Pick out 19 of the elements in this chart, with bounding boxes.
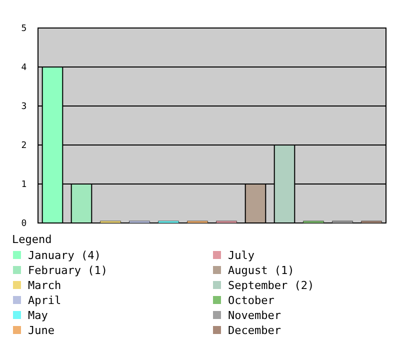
y-tick-label: 5 [21, 24, 27, 34]
y-tick-label: 2 [21, 141, 27, 152]
legend-label: December [228, 324, 282, 337]
legend-label: May [28, 309, 48, 322]
legend-label: March [28, 279, 62, 292]
y-tick-label: 1 [21, 180, 27, 190]
legend-label: October [228, 294, 275, 307]
legend-label: November [228, 309, 282, 322]
legend-label: June [28, 324, 54, 337]
legend-label: February (1) [28, 264, 108, 277]
legend-label: August (1) [228, 264, 294, 277]
legend-label: January (4) [28, 249, 101, 262]
legend-label: July [228, 249, 255, 262]
legend-label: April [28, 294, 62, 307]
y-tick-label: 3 [21, 102, 27, 112]
y-tick-label: 4 [21, 63, 27, 74]
y-tick-label: 0 [21, 219, 27, 230]
legend-title: Legend [12, 233, 52, 246]
legend-label: September (2) [228, 279, 314, 292]
